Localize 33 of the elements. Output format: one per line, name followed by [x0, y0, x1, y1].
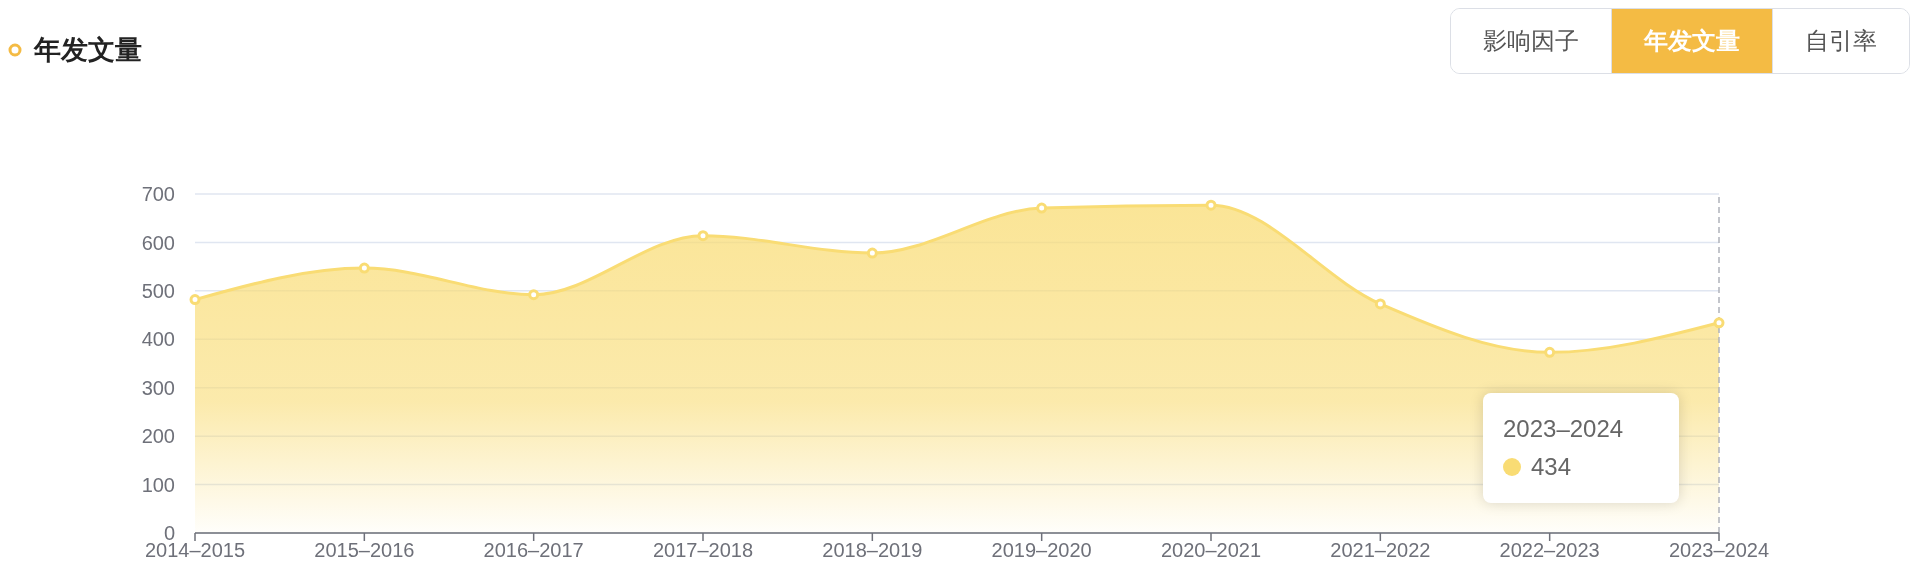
- y-tick-label: 500: [141, 279, 175, 302]
- y-tick-label: 600: [141, 231, 175, 254]
- y-tick-label: 100: [141, 473, 175, 496]
- point: [1544, 346, 1556, 358]
- text: 影响因子: [1451, 9, 1611, 73]
- x-tick-label: 2014–2015: [144, 539, 246, 562]
- annotation: 434: [1531, 452, 1572, 481]
- point: [1205, 199, 1217, 211]
- text: 自引率: [1772, 9, 1909, 73]
- y-tick-label: 300: [141, 376, 175, 399]
- y-tick-label: 700: [141, 183, 175, 206]
- point: [1713, 317, 1725, 329]
- x-tick-label: 2022–2023: [1499, 539, 1600, 562]
- chart-title: 年发文量: [34, 34, 142, 67]
- point: [1036, 202, 1048, 214]
- point: [189, 294, 201, 306]
- point: [528, 289, 540, 301]
- x-tick-label: 2016–2017: [483, 539, 584, 562]
- x-tick-label: 2021–2022: [1330, 539, 1431, 562]
- x-tick-label: 2023–2024: [1668, 539, 1770, 562]
- x-tick-label: 2015–2016: [314, 539, 415, 562]
- y-tick-label: 400: [141, 328, 175, 351]
- point: [1374, 298, 1386, 310]
- x-tick-label: 2018–2019: [822, 539, 923, 562]
- point: [697, 230, 709, 242]
- point: [866, 247, 878, 259]
- x-tick-label: 2017–2018: [652, 539, 754, 562]
- x-tick-label: 2019–2020: [991, 539, 1092, 562]
- text: 2023–2024: [1503, 414, 1624, 442]
- point: [358, 262, 370, 274]
- text: 年发文量: [1611, 9, 1772, 73]
- y-tick-label: 200: [141, 425, 175, 448]
- x-tick-label: 2020–2021: [1160, 539, 1262, 562]
